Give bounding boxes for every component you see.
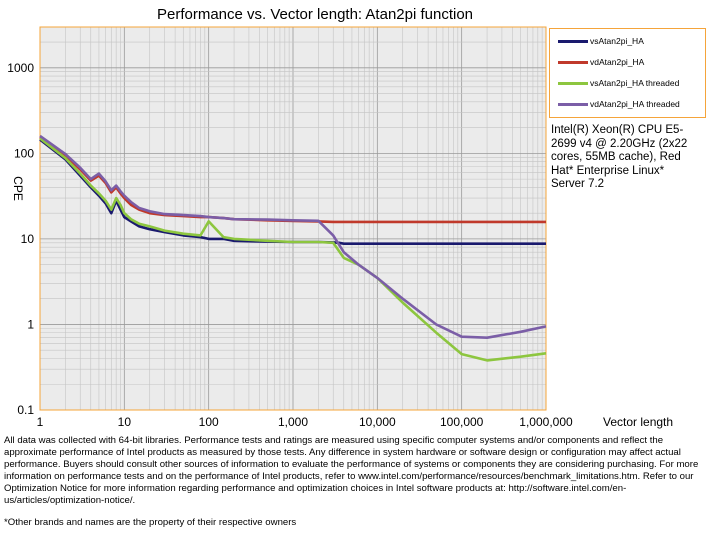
- series-line-3: [39, 137, 547, 362]
- x-tick-label: 100,000: [440, 415, 484, 429]
- legend-label: vsAtan2pi_HA: [590, 36, 644, 46]
- x-tick-label: 1,000: [278, 415, 308, 429]
- x-axis-label: Vector length: [603, 415, 673, 429]
- y-axis-label: CPE: [11, 176, 25, 201]
- legend-item: vsAtan2pi_HA: [558, 34, 644, 48]
- trademark-note: *Other brands and names are the property…: [4, 517, 297, 528]
- legend-swatch: [558, 61, 588, 65]
- series-line-4: [39, 134, 547, 340]
- chart-plot: 1 10 100 1,000 10,000 100,000 1,000,0000.11101…: [7, 26, 673, 429]
- disclaimer-text: All data was collected with 64-bit libra…: [4, 435, 699, 506]
- legend-label: vdAtan2pi_HA threaded: [590, 99, 680, 109]
- x-tick-label: 1: [37, 415, 44, 429]
- plot-border: [39, 26, 547, 411]
- y-tick-label: 10: [21, 232, 35, 246]
- x-tick-label: 10,000: [359, 415, 396, 429]
- legend-label: vsAtan2pi_HA threaded: [590, 78, 680, 88]
- legend-swatch: [558, 82, 588, 86]
- x-tick-label: 10: [118, 415, 132, 429]
- y-tick-label: 1000: [7, 61, 34, 75]
- series-line-1: [39, 138, 546, 245]
- chart-title: Performance vs. Vector length: Atan2pi f…: [156, 6, 474, 23]
- x-tick-label: 100: [199, 415, 219, 429]
- legend-swatch: [558, 103, 588, 107]
- x-tick-label: 1,000,000: [519, 415, 573, 429]
- legend-item: vdAtan2pi_HA: [558, 55, 644, 69]
- y-tick-label: 1: [27, 317, 34, 331]
- legend-swatch: [558, 40, 588, 44]
- legend-item: vdAtan2pi_HA threaded: [558, 97, 680, 111]
- y-tick-label: 0.1: [17, 403, 34, 417]
- legend-label: vdAtan2pi_HA: [590, 57, 645, 67]
- y-tick-label: 100: [14, 146, 34, 160]
- chart-legend: vsAtan2pi_HA vdAtan2pi_HA vsAtan2pi_HA thr…: [549, 28, 706, 118]
- system-config-note: Intel(R) Xeon(R) CPU E5-2699 v4 @ 2.20GH…: [551, 124, 688, 190]
- legend-item: vsAtan2pi_HA threaded: [558, 76, 679, 90]
